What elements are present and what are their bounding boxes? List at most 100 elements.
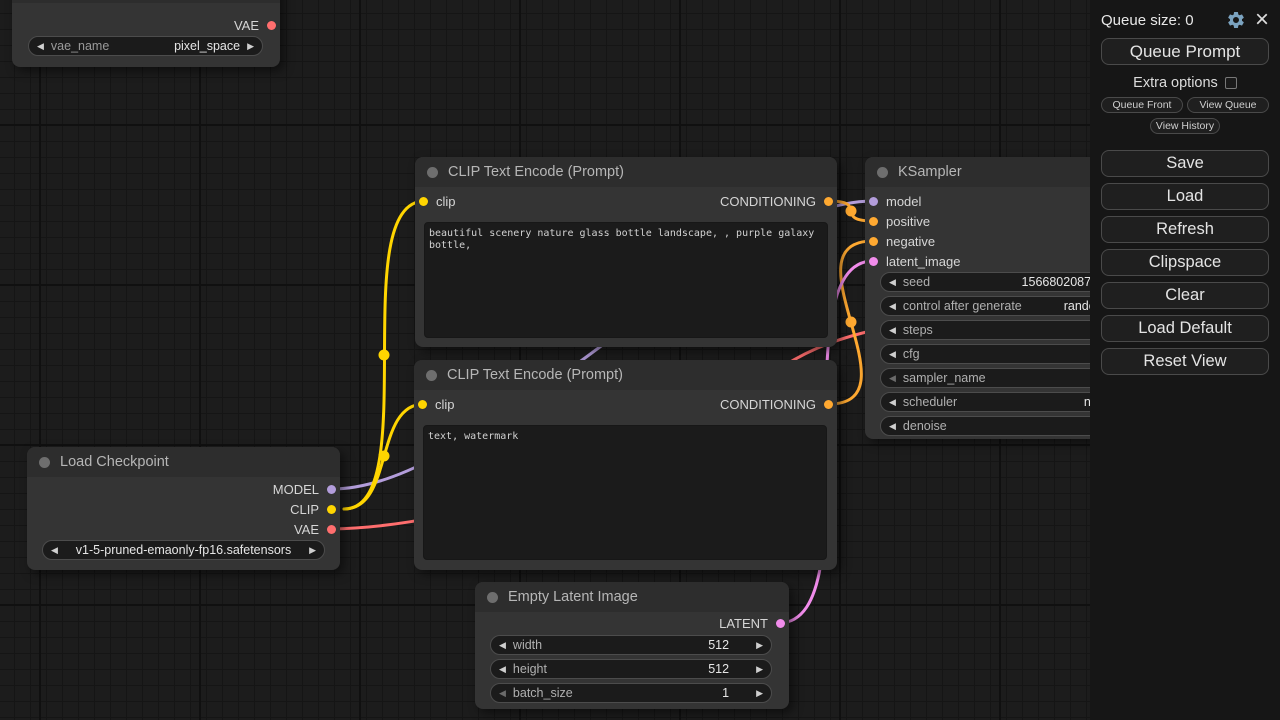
collapse-dot-icon[interactable]: [426, 369, 437, 381]
output-dot-conditioning[interactable]: [824, 196, 833, 206]
slot-label: VAE: [293, 521, 319, 537]
widget-vae-name[interactable]: ◀ vae_name pixel_space ▶: [28, 36, 263, 56]
input-dot-negative[interactable]: [869, 236, 878, 246]
reset-view-button[interactable]: Reset View: [1101, 348, 1269, 375]
output-dot-vae[interactable]: [267, 20, 276, 30]
view-history-button[interactable]: View History: [1150, 118, 1220, 134]
input-dot-positive[interactable]: [869, 216, 878, 226]
next-arrow-icon[interactable]: ▶: [309, 544, 316, 555]
input-dot-latent-image[interactable]: [869, 256, 878, 266]
next-arrow-icon[interactable]: ▶: [247, 40, 254, 51]
node-titlebar[interactable]: Empty Latent Image: [475, 582, 789, 612]
input-slot-clip[interactable]: clip: [419, 191, 456, 211]
prev-arrow-icon[interactable]: ◀: [889, 372, 896, 383]
widget-label: scheduler: [902, 395, 958, 409]
output-slot-vae[interactable]: VAE: [234, 15, 276, 35]
node-titlebar[interactable]: [12, 0, 280, 3]
input-dot-clip[interactable]: [419, 196, 428, 206]
refresh-button[interactable]: Refresh: [1101, 216, 1269, 243]
decrement-arrow-icon[interactable]: ◀: [889, 348, 896, 359]
output-slot-conditioning[interactable]: CONDITIONING: [720, 191, 833, 211]
queue-size-label: Queue size: 0: [1101, 11, 1194, 29]
output-dot-latent[interactable]: [776, 618, 785, 628]
output-dot-clip[interactable]: [327, 504, 336, 514]
load-default-button[interactable]: Load Default: [1101, 315, 1269, 342]
widget-value: 512: [708, 662, 730, 676]
widget-label: vae_name: [50, 39, 110, 53]
input-slot-positive[interactable]: positive: [869, 211, 930, 231]
node-title: CLIP Text Encode (Prompt): [447, 367, 623, 383]
widget-label: height: [512, 662, 547, 676]
view-queue-button[interactable]: View Queue: [1187, 97, 1269, 113]
node-load-checkpoint[interactable]: Load Checkpoint MODEL CLIP VAE ◀ v1-5-pr…: [27, 447, 340, 570]
decrement-arrow-icon[interactable]: ◀: [499, 687, 506, 698]
output-slot-latent[interactable]: LATENT: [719, 613, 785, 633]
input-slot-model[interactable]: model: [869, 191, 921, 211]
prev-arrow-icon[interactable]: ◀: [51, 544, 58, 555]
slot-label: VAE: [233, 17, 259, 33]
node-clip-text-encode-positive[interactable]: CLIP Text Encode (Prompt) clip CONDITION…: [415, 157, 837, 347]
slot-label: latent_image: [886, 253, 961, 269]
decrement-arrow-icon[interactable]: ◀: [889, 276, 896, 287]
prev-arrow-icon[interactable]: ◀: [889, 396, 896, 407]
output-slot-model[interactable]: MODEL: [273, 479, 336, 499]
clear-button[interactable]: Clear: [1101, 282, 1269, 309]
prompt-textarea[interactable]: beautiful scenery nature glass bottle la…: [424, 222, 828, 338]
widget-height[interactable]: ◀ height 512 ▶: [490, 659, 772, 679]
widget-label: control after generate: [902, 299, 1022, 313]
input-slot-clip[interactable]: clip: [418, 394, 455, 414]
increment-arrow-icon[interactable]: ▶: [756, 663, 763, 674]
widget-ckpt-name[interactable]: ◀ v1-5-pruned-emaonly-fp16.safetensors ▶: [42, 540, 325, 560]
widget-label: seed: [902, 275, 931, 289]
increment-arrow-icon[interactable]: ▶: [756, 639, 763, 650]
close-icon[interactable]: ×: [1254, 6, 1269, 33]
widget-label: batch_size: [512, 686, 573, 700]
input-dot-clip[interactable]: [418, 399, 427, 409]
settings-gear-icon[interactable]: [1226, 10, 1246, 30]
widget-value: 512: [708, 638, 730, 652]
output-slot-vae[interactable]: VAE: [294, 519, 336, 539]
decrement-arrow-icon[interactable]: ◀: [889, 324, 896, 335]
node-titlebar[interactable]: Load Checkpoint: [27, 447, 340, 477]
output-slot-conditioning[interactable]: CONDITIONING: [720, 394, 833, 414]
decrement-arrow-icon[interactable]: ◀: [499, 639, 506, 650]
input-slot-negative[interactable]: negative: [869, 231, 935, 251]
node-empty-latent-image[interactable]: Empty Latent Image LATENT ◀ width 512 ▶ …: [475, 582, 789, 709]
queue-prompt-button[interactable]: Queue Prompt: [1101, 38, 1269, 65]
prompt-textarea[interactable]: text, watermark: [423, 425, 827, 560]
prev-arrow-icon[interactable]: ◀: [37, 40, 44, 51]
input-slot-latent-image[interactable]: latent_image: [869, 251, 960, 271]
queue-front-button[interactable]: Queue Front: [1101, 97, 1183, 113]
node-titlebar[interactable]: CLIP Text Encode (Prompt): [415, 157, 837, 187]
decrement-arrow-icon[interactable]: ◀: [499, 663, 506, 674]
comfy-menu-panel: Queue size: 0 × Queue Prompt Extra optio…: [1090, 0, 1280, 720]
collapse-dot-icon[interactable]: [877, 166, 888, 178]
load-button[interactable]: Load: [1101, 183, 1269, 210]
output-dot-vae[interactable]: [327, 524, 336, 534]
node-vae-loader[interactable]: VAE ◀ vae_name pixel_space ▶: [12, 0, 280, 67]
increment-arrow-icon[interactable]: ▶: [756, 687, 763, 698]
output-slot-clip[interactable]: CLIP: [290, 499, 336, 519]
widget-batch-size[interactable]: ◀ batch_size 1 ▶: [490, 683, 772, 703]
widget-width[interactable]: ◀ width 512 ▶: [490, 635, 772, 655]
slot-label: CLIP: [290, 501, 319, 517]
extra-options-label: Extra options: [1133, 75, 1218, 91]
clipspace-button[interactable]: Clipspace: [1101, 249, 1269, 276]
collapse-dot-icon[interactable]: [427, 166, 438, 178]
decrement-arrow-icon[interactable]: ◀: [889, 420, 896, 431]
save-button[interactable]: Save: [1101, 150, 1269, 177]
widget-label: cfg: [902, 347, 920, 361]
node-titlebar[interactable]: CLIP Text Encode (Prompt): [414, 360, 837, 390]
collapse-dot-icon[interactable]: [39, 456, 50, 468]
node-clip-text-encode-negative[interactable]: CLIP Text Encode (Prompt) clip CONDITION…: [414, 360, 837, 570]
output-dot-model[interactable]: [327, 484, 336, 494]
output-dot-conditioning[interactable]: [824, 399, 833, 409]
input-dot-model[interactable]: [869, 196, 878, 206]
widget-value: 1566802087: [1021, 275, 1092, 289]
widget-value: pixel_space: [174, 39, 241, 53]
widget-label: width: [512, 638, 543, 652]
collapse-dot-icon[interactable]: [487, 591, 498, 603]
extra-options-checkbox[interactable]: [1224, 77, 1237, 89]
prev-arrow-icon[interactable]: ◀: [889, 300, 896, 311]
slot-label: positive: [886, 213, 931, 229]
